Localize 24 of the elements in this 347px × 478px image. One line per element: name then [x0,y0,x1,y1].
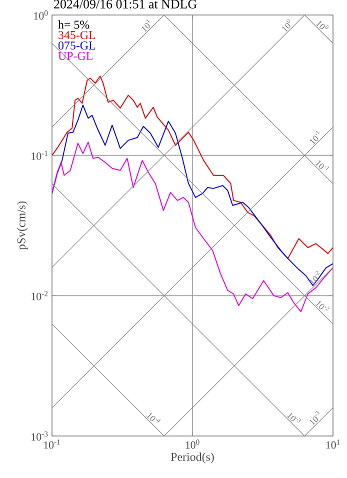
text: 10$^{-2}$ [315,300,330,311]
x-axis-title: Period(s) [170,452,214,464]
legend-title: h= 5% [58,20,90,29]
y-tick-label: 10$^{-3}$ [32,431,48,441]
y-tick-label: 10$^{-1}$ [32,150,48,160]
text: 10$^{-3}$ [286,412,302,422]
y-axis-title: pSv(cm/s) [16,201,28,250]
y-tick-label: 10$^{0}$ [34,10,48,20]
x-tick-label: 10$^{0}$ [186,440,200,449]
text: 345-GL [58,31,96,40]
text: 10$^{1}$ [142,19,150,32]
text: 10$^{0}$ [316,20,329,30]
text: 075-GL [58,41,96,50]
text: 10$^{-1}$ [315,160,330,170]
text: 10$^{-4}$ [146,412,161,423]
text: 10$^{0}$ [282,19,290,32]
x-tick-label: 10$^{-1}$ [44,440,60,449]
y-tick-label: 10$^{-2}$ [32,291,48,300]
text: 10$^{-1}$ [310,130,320,145]
text: 10$^{-2}$ [310,271,320,286]
chart-title: 2024/09/16 01:51 at NDLG [54,0,197,9]
text: UP-GL [58,52,92,60]
x-tick-label: 10$^{1}$ [326,440,340,449]
text: 10$^{-3}$ [310,411,320,426]
